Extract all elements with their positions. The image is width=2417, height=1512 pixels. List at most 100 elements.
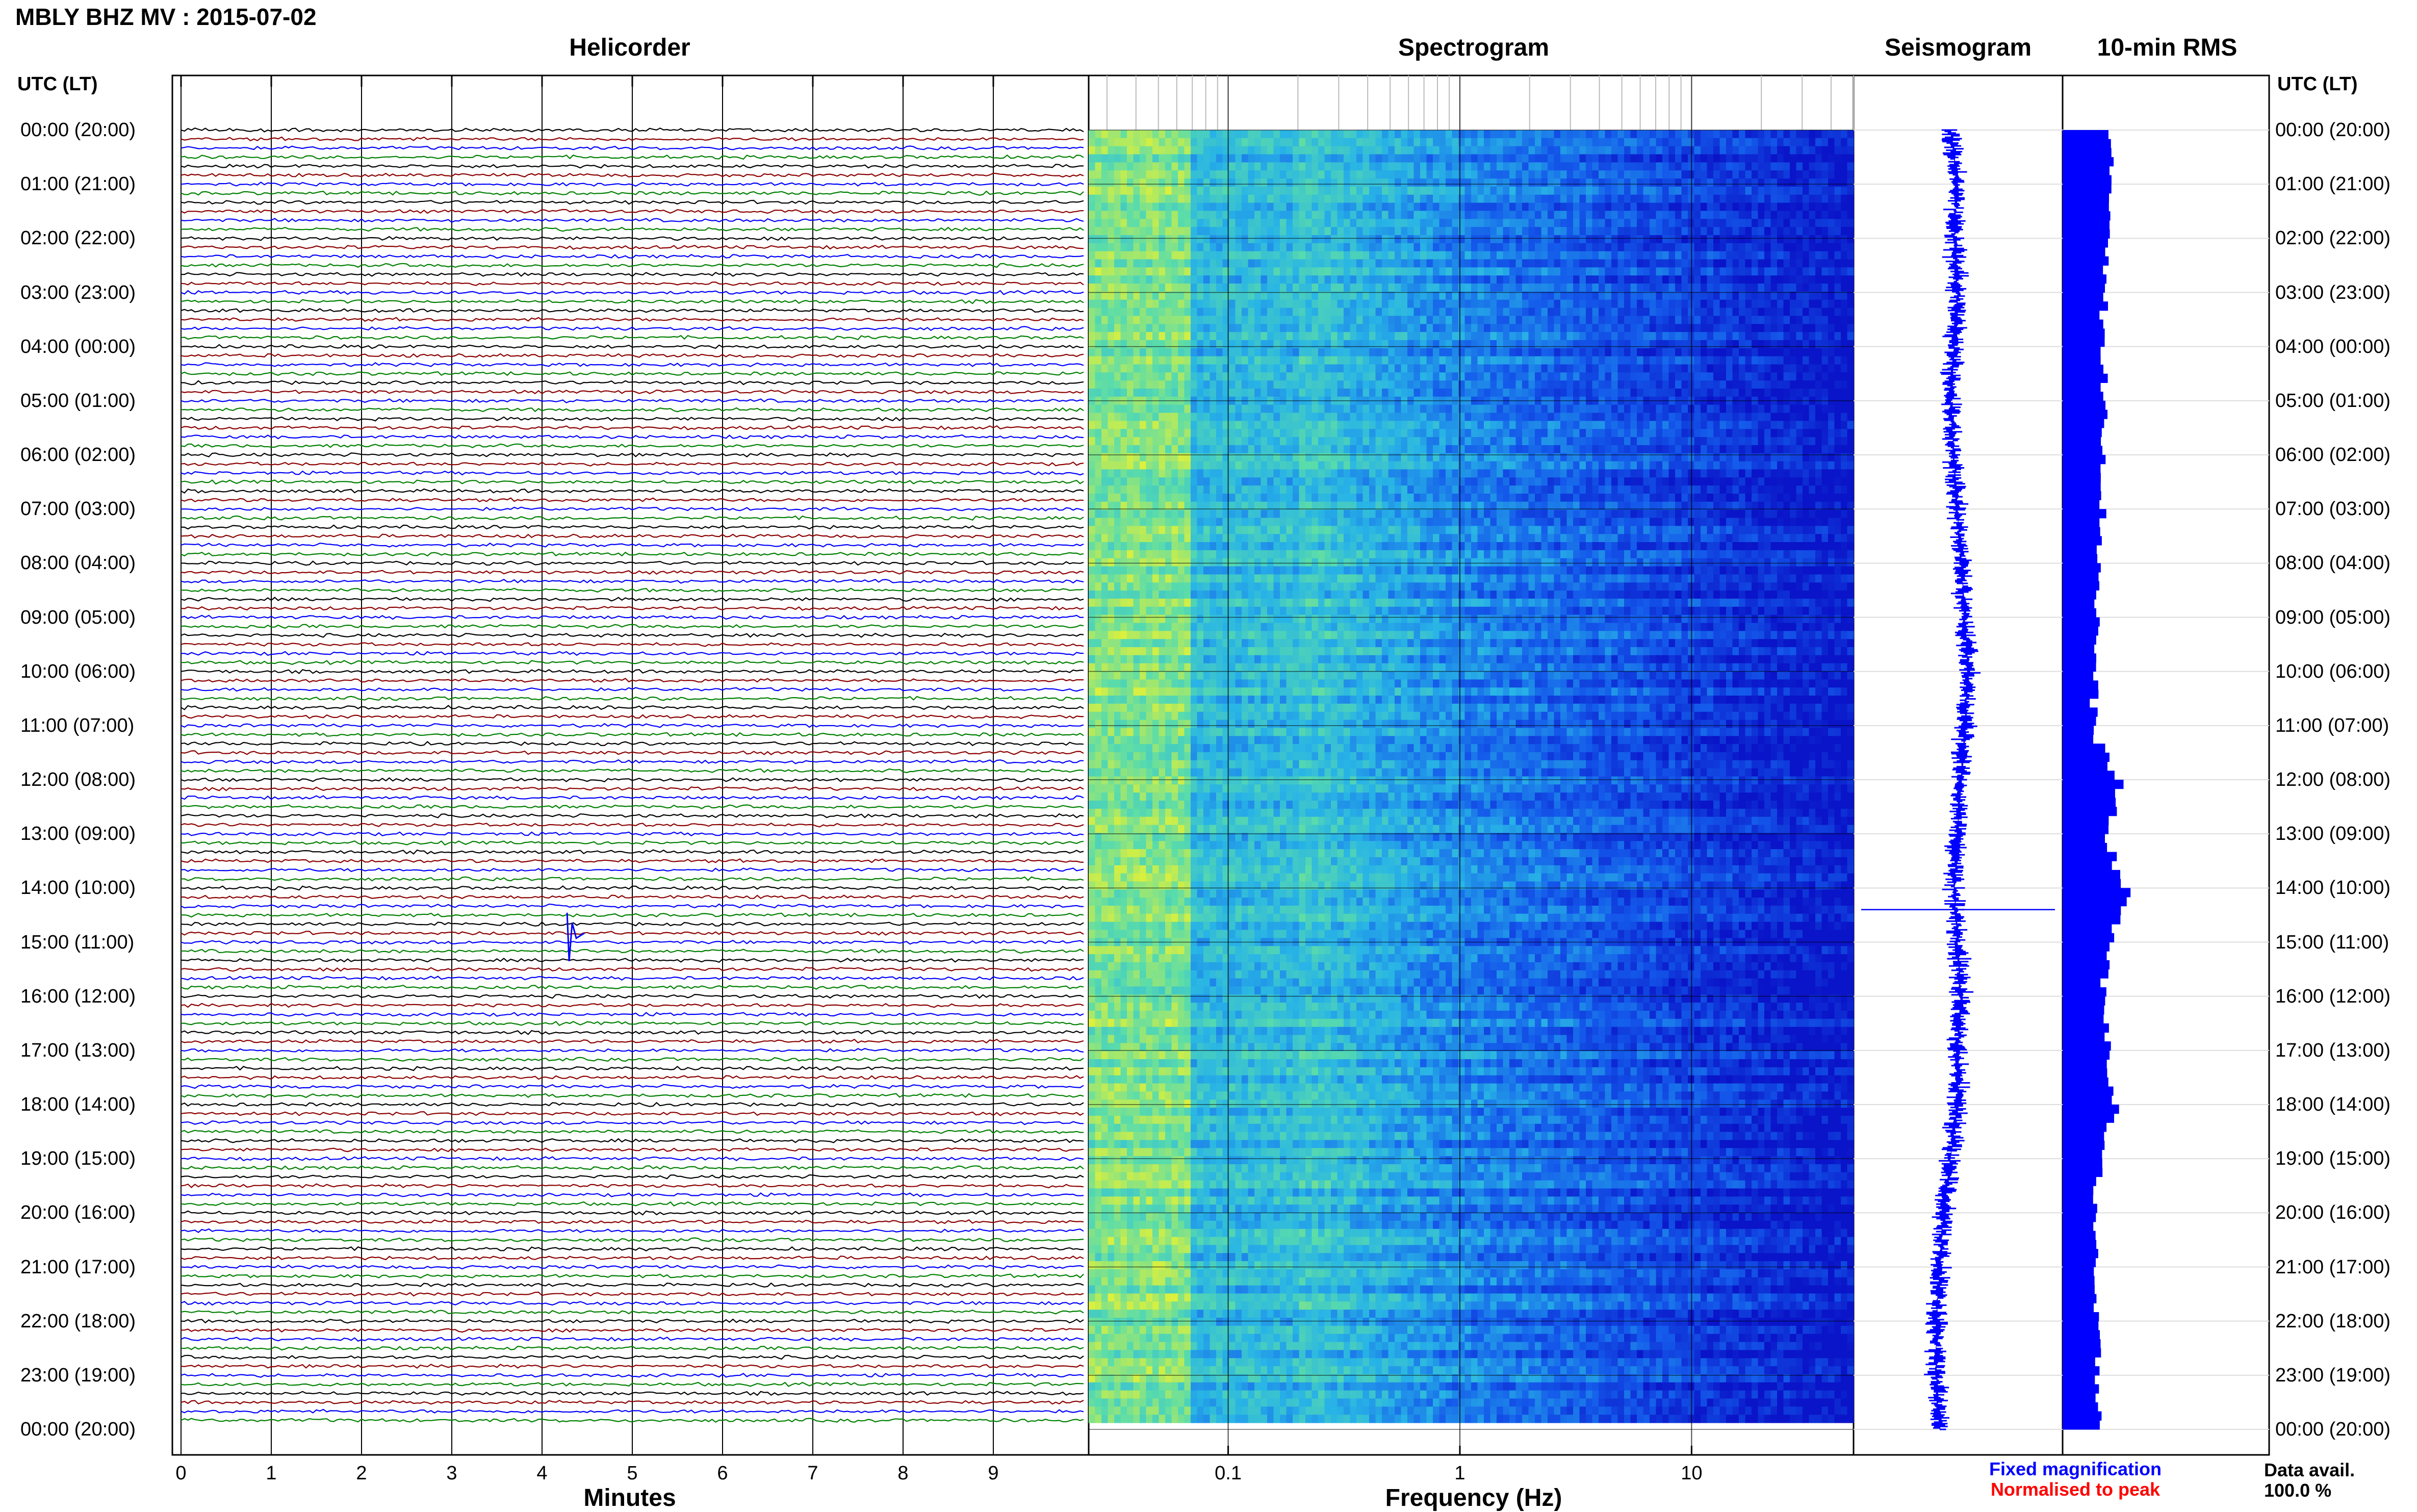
spectrogram-cell [1236,251,1242,260]
spectrogram-cell [1242,162,1248,170]
spectrogram-cell [1465,138,1472,146]
spectrogram-cell [1185,421,1191,429]
spectrogram-cell [1325,300,1331,308]
spectrogram-cell [1726,380,1733,389]
spectrogram-cell [1784,372,1790,380]
spectrogram-cell [1248,235,1255,243]
spectrogram-cell [1784,195,1790,203]
spectrogram-cell [1236,372,1242,380]
spectrogram-cell [1338,340,1344,348]
spectrogram-cell [1656,356,1663,365]
spectrogram-cell [1739,146,1745,155]
spectrogram-cell [1682,146,1688,155]
spectrogram-cell [1643,211,1650,219]
spectrogram-cell [1682,308,1688,316]
spectrogram-cell [1662,421,1669,429]
spectrogram-cell [1229,146,1236,155]
spectrogram-cell [1452,178,1459,187]
spectrogram-cell [1847,300,1854,308]
spectrogram-cell [1280,235,1287,243]
spectrogram-cell [1835,178,1841,187]
spectrogram-cell [1401,365,1408,373]
spectrogram-cell [1254,356,1261,365]
spectrogram-cell [1185,211,1191,219]
spectrogram-cell [1089,445,1095,453]
spectrogram-cell [1236,316,1242,324]
spectrogram-cell [1701,365,1707,373]
spectrogram-cell [1287,340,1293,348]
spectrogram-cell [1745,340,1752,348]
spectrogram-cell [1656,267,1663,275]
spectrogram-cell [1764,316,1771,324]
spectrogram-cell [1522,292,1529,300]
spectrogram-cell [1522,372,1529,380]
spectrogram-cell [1497,203,1503,211]
spectrogram-cell [1701,340,1707,348]
spectrogram-cell [1089,187,1095,195]
spectrogram-cell [1305,267,1312,275]
spectrogram-cell [1841,356,1847,365]
spectrogram-cell [1796,284,1803,292]
spectrogram-cell [1344,316,1350,324]
spectrogram-cell [1599,203,1605,211]
spectrogram-cell [1165,340,1172,348]
spectrogram-cell [1739,365,1745,373]
spectrogram-cell [1446,170,1452,178]
spectrogram-cell [1611,195,1618,203]
spectrogram-cell [1389,178,1395,187]
spectrogram-cell [1662,211,1669,219]
spectrogram-cell [1809,413,1816,421]
spectrogram-cell [1325,405,1331,413]
spectrogram-cell [1350,437,1357,445]
spectrogram-cell [1318,324,1325,332]
spectrogram-cell [1516,380,1523,389]
spectrogram-cell [1452,130,1459,138]
spectrogram-cell [1134,211,1140,219]
spectrogram-cell [1101,308,1108,316]
spectrogram-cell [1407,421,1414,429]
spectrogram-cell [1701,405,1707,413]
spectrogram-cell [1828,332,1835,340]
spectrogram-cell [1350,365,1357,373]
spectrogram-cell [1178,260,1185,268]
spectrogram-cell [1458,348,1465,356]
spectrogram-cell [1771,138,1778,146]
spectrogram-cell [1605,348,1612,356]
spectrogram-cell [1261,227,1268,235]
spectrogram-cell [1089,324,1095,332]
spectrogram-cell [1777,284,1784,292]
spectrogram-cell [1580,260,1586,268]
spectrogram-cell [1675,267,1682,275]
spectrogram-cell [1726,389,1733,397]
spectrogram-cell [1134,429,1140,437]
spectrogram-cell [1382,340,1389,348]
spectrogram-cell [1669,138,1676,146]
spectrogram-cell [1089,162,1095,170]
spectrogram-cell [1535,260,1541,268]
spectrogram-cell [1803,356,1809,365]
spectrogram-cell [1178,316,1185,324]
spectrogram-cell [1841,332,1847,340]
spectrogram-cell [1535,421,1541,429]
spectrogram-cell [1707,267,1714,275]
spectrogram-cell [1503,138,1510,146]
spectrogram-cell [1338,284,1344,292]
spectrogram-cell [1707,356,1714,365]
spectrogram-cell [1210,365,1217,373]
spectrogram-cell [1134,243,1140,251]
spectrogram-cell [1548,324,1554,332]
spectrogram-cell [1101,462,1108,470]
spectrogram-cell [1369,267,1376,275]
spectrogram-cell [1739,308,1745,316]
spectrogram-cell [1509,187,1516,195]
spectrogram-cell [1185,219,1191,227]
spectrogram-cell [1752,292,1758,300]
spectrogram-cell [1356,178,1363,187]
spectrogram-cell [1452,405,1459,413]
spectrogram-cell [1395,356,1401,365]
spectrogram-cell [1274,275,1280,284]
spectrogram-cell [1363,178,1370,187]
spectrogram-cell [1274,308,1280,316]
spectrogram-cell [1790,324,1796,332]
spectrogram-cell [1650,195,1656,203]
